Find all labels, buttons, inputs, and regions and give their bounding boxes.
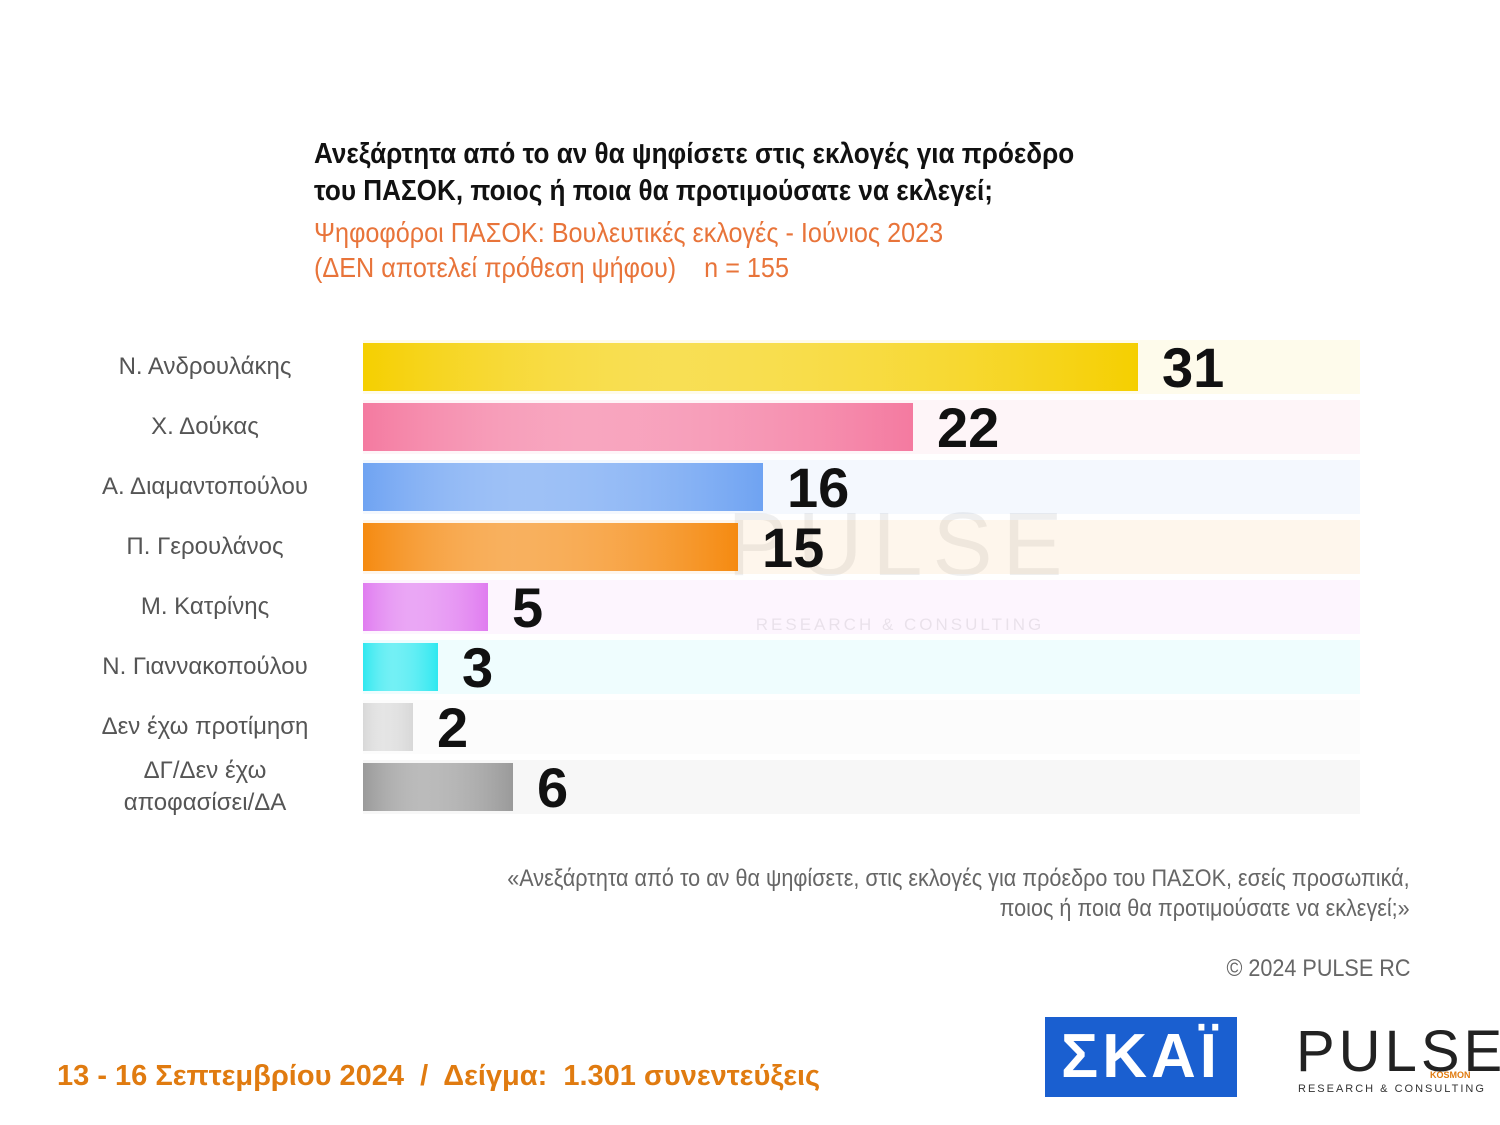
category-label: Ν. Ανδρουλάκης (118, 353, 292, 380)
pulse-logo: PULSE (1296, 1019, 1500, 1084)
bar-shine (363, 403, 913, 451)
value-label: 31 (1162, 336, 1224, 399)
value-label: 3 (462, 636, 493, 699)
category-label: ΔΓ/Δεν έχω αποφασίσει/ΔΑ (123, 757, 287, 816)
chart-title: Ανεξάρτητα από το αν θα ψηφίσετε στις εκ… (314, 138, 1075, 170)
bar-shine (363, 763, 513, 811)
category-label: Μ. Κατρίνης (140, 593, 270, 620)
pulse-tag: KOSMON (1430, 1070, 1471, 1080)
value-label: 6 (537, 756, 568, 819)
category-label: Χ. Δούκας (151, 413, 259, 440)
note: ποιος ή ποια θα προτιμούσατε να εκλεγεί;… (999, 895, 1410, 922)
value-label: 16 (787, 456, 849, 519)
bar-shine (363, 343, 1138, 391)
bar-track (363, 580, 1360, 634)
bar-shine (363, 583, 488, 631)
category-label: Δεν έχω προτίμηση (101, 713, 309, 740)
subtitle: (ΔΕΝ αποτελεί πρόθεση ψήφου) n = 155 (314, 252, 789, 283)
value-label: 2 (437, 696, 468, 759)
watermark: PULSE (727, 495, 1072, 595)
value-label: 5 (512, 576, 543, 639)
category-label: Ν. Γιαννακοπούλου (102, 653, 308, 680)
category-label: Π. Γερουλάνος (126, 533, 284, 560)
copyright: © 2024 PULSE RC (1225, 955, 1410, 982)
note: «Ανεξάρτητα από το αν θα ψηφίσετε, στις … (507, 865, 1410, 892)
pulse-subtitle: RESEARCH & CONSULTING (1298, 1083, 1486, 1095)
bar-track (363, 640, 1360, 694)
footer: 13 - 16 Σεπτεμβρίου 2024 / Δείγμα: 1.301… (57, 1060, 821, 1092)
watermark: RESEARCH & CONSULTING (756, 615, 1044, 634)
bar-track (363, 700, 1360, 754)
category-label: Α. Διαμαντοπούλου (102, 473, 308, 500)
bar-shine (363, 523, 738, 571)
value-label: 15 (762, 516, 824, 579)
bar-shine (363, 643, 438, 691)
bar-shine (363, 703, 413, 751)
value-label: 22 (937, 396, 999, 459)
bar-shine (363, 463, 763, 511)
subtitle: Ψηφοφόροι ΠΑΣΟΚ: Βουλευτικές εκλογές - Ι… (314, 217, 944, 248)
chart-title: του ΠΑΣΟΚ, ποιος ή ποια θα προτιμούσατε … (314, 175, 993, 207)
bar-track (363, 760, 1360, 814)
skai-logo: ΣΚΑΪ (1045, 1017, 1237, 1097)
